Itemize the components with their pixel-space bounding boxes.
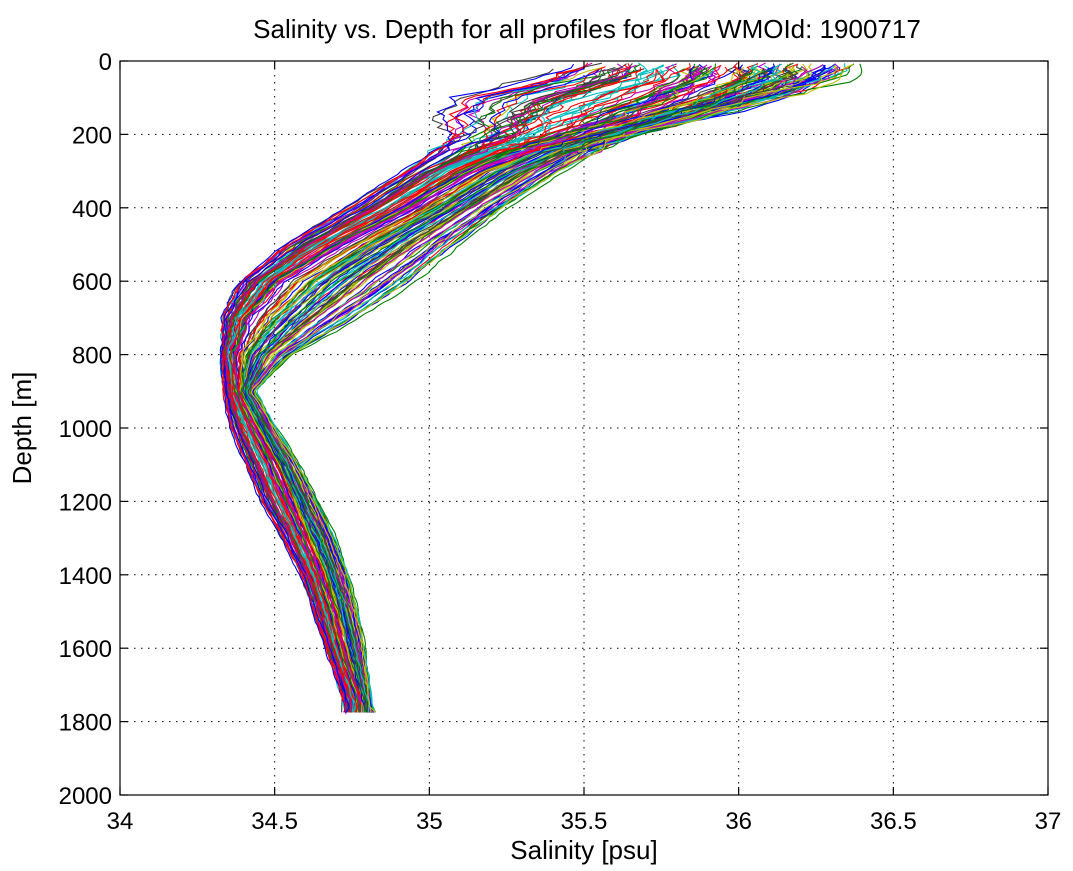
profile-line [247,69,797,713]
axis-ticks [119,60,1049,796]
profile-line [229,67,712,713]
x-tick-label: 36.5 [870,808,917,835]
x-tick-label: 35 [416,808,443,835]
x-tick-label: 37 [1035,808,1062,835]
y-tick-label: 2000 [59,783,112,810]
profile-line [240,69,754,713]
profile-line [221,65,585,713]
profile-line [239,66,745,713]
x-tick-label: 34 [107,808,134,835]
y-tick-label: 1800 [59,710,112,737]
profile-line [228,68,666,713]
x-tick-labels: 34 34.5 35 35.5 36 36.5 37 [107,808,1062,835]
profile-line [224,66,629,713]
y-tick-label: 200 [72,122,112,149]
profile-line [244,68,772,713]
profile-line [251,63,840,713]
x-axis-title: Salinity [psu] [510,835,657,865]
y-axis-title: Depth [m] [7,372,37,485]
profile-line [250,65,838,713]
y-tick-labels: 0 200 400 600 800 1000 1200 1400 1600 1800 2000 [59,49,112,810]
profile-line [242,68,784,713]
profile-line [230,67,710,713]
profile-line [232,65,713,713]
y-tick-label: 1200 [59,489,112,516]
profile-line [242,67,766,713]
y-tick-label: 1600 [59,636,112,663]
y-tick-label: 1400 [59,563,112,590]
chart-title: Salinity vs. Depth for all profiles for … [253,14,921,44]
y-tick-label: 400 [72,196,112,223]
x-tick-label: 34.5 [251,808,298,835]
profile-line [246,63,783,713]
x-tick-label: 35.5 [561,808,608,835]
y-tick-label: 600 [72,269,112,296]
profile-line [228,65,677,713]
profile-line [253,63,854,713]
profile-lines [219,62,863,715]
profile-line [220,62,589,713]
y-tick-label: 0 [99,49,112,76]
profile-line [230,68,697,713]
x-tick-label: 36 [725,808,752,835]
y-tick-label: 1000 [59,416,112,443]
y-tick-label: 800 [72,343,112,370]
